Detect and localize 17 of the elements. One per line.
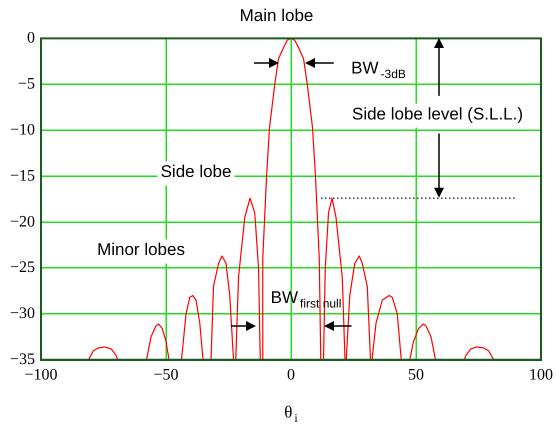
y-tick-label: −30 [10, 305, 36, 322]
x-tick-label: 50 [408, 366, 424, 384]
y-tick-label: −10 [10, 121, 36, 138]
x-tick-label: −100 [24, 366, 58, 384]
annotation: Minor lobes [97, 240, 185, 260]
annotation: Side lobe level (S.L.L.) [352, 104, 524, 124]
y-tick-label: −35 [10, 351, 36, 368]
x-tick-label: 0 [287, 366, 296, 384]
y-tick-label: 0 [27, 30, 36, 47]
chart-title: Main lobe [240, 6, 314, 25]
y-tick-label: −25 [10, 259, 36, 276]
y-tick-label: −15 [10, 167, 36, 184]
x-tick-label: 100 [529, 366, 553, 384]
x-tick-label: −50 [154, 366, 179, 384]
y-tick-label: −5 [18, 76, 36, 93]
y-tick-label: −20 [10, 213, 36, 230]
annotation: Side lobe [160, 162, 232, 182]
